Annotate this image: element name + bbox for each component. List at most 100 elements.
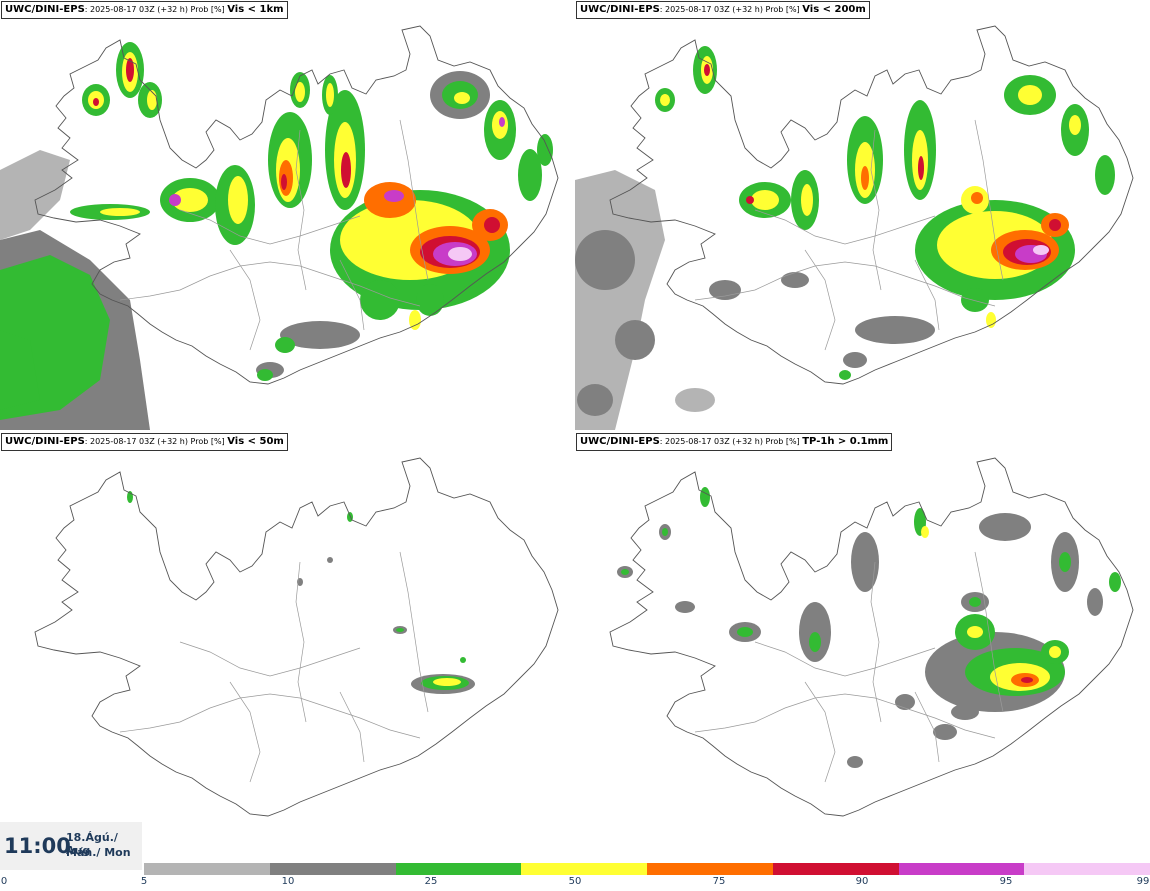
model-name: UWC/DINI-EPS [580,436,660,447]
model-name: UWC/DINI-EPS [580,4,660,15]
probability-area [1049,219,1061,231]
probability-area [843,352,867,368]
probability-area [1018,85,1042,105]
map-panel-vis-1km: UWC/DINI-EPS: 2025-08-17 03Z (+32 h) Pro… [0,0,575,430]
road-line [694,261,996,307]
road-line [295,561,307,723]
valid-date: 18.Ágú./ Aug [66,831,118,857]
probability-area [933,724,957,740]
probability-area [454,92,470,104]
map-panel-vis-50m: UWC/DINI-EPS: 2025-08-17 03Z (+32 h) Pro… [0,432,575,862]
probability-area [1049,646,1061,658]
variable-name: Vis < 50m [227,436,284,447]
colorbar-tick-label: 95 [999,876,1013,887]
probability-area [326,83,334,107]
road-line [754,209,936,245]
probability-area [172,188,208,212]
run-info: : 2025-08-17 03Z (+32 h) Prob [%] [659,5,803,14]
road-line [754,641,936,677]
probability-area [1087,588,1103,616]
probability-area [518,149,542,201]
probability-area [448,247,472,261]
probability-area [751,190,779,210]
valid-time: 11:00 [4,834,71,858]
road-line [119,693,421,739]
probability-area [662,528,668,536]
iceland-coastline [609,457,1134,817]
colorbar-tick-label: 0 [0,876,8,887]
probability-area [0,150,70,240]
probability-area [1059,552,1071,572]
road-line [974,551,1004,713]
valid-time-box: 11:00 18.Ágú./ Aug Mán./ Mon [0,822,142,870]
probability-area [257,369,273,381]
probability-area [951,704,979,720]
probability-area [1021,677,1033,683]
road-line [914,259,940,331]
probability-area [0,330,40,410]
iceland-map [34,457,559,817]
probability-area [409,310,421,330]
road-line [694,693,996,739]
iceland-coastline [34,457,559,817]
road-line [804,249,836,351]
map-panel-vis-200m: UWC/DINI-EPS: 2025-08-17 03Z (+32 h) Pro… [575,0,1150,430]
probability-area [921,526,929,538]
probability-area [700,487,710,507]
probability-area [675,601,695,613]
colorbar-segment [269,863,396,875]
probability-area [169,194,181,206]
run-info: : 2025-08-17 03Z (+32 h) Prob [%] [84,5,228,14]
probability-area [341,152,351,188]
colorbar-tick-label: 75 [712,876,726,887]
panel-title: UWC/DINI-EPS: 2025-08-17 03Z (+32 h) Pro… [576,1,870,19]
probability-area [855,316,935,344]
probability-area [895,694,915,710]
road-line [804,681,836,783]
probability-area [847,756,863,768]
probability-area [577,384,613,416]
colorbar-tick-label: 25 [424,876,438,887]
probability-area [621,569,629,575]
colorbar-segment [521,863,648,875]
probability-area [1069,115,1081,135]
probability-area [839,370,851,380]
probability-area [918,156,924,180]
road-line [399,119,429,281]
probability-area [746,196,754,204]
road-line [179,209,361,245]
road-line [914,691,940,763]
probability-area [969,597,981,607]
probability-area [1095,155,1115,195]
variable-name: Vis < 1km [227,4,284,15]
colorbar-segment [898,863,1025,875]
colorbar-tick-label: 50 [568,876,582,887]
probability-area [986,312,996,328]
colorbar-segment [144,863,271,875]
colorbar-segment [395,863,522,875]
colorbar-segment [647,863,774,875]
colorbar-segment [1024,863,1150,875]
road-line [229,249,261,351]
colorbar-tick-label: 99 [1136,876,1150,887]
colorbar-tick-label: 10 [281,876,295,887]
probability-area [295,82,305,102]
run-info: : 2025-08-17 03Z (+32 h) Prob [%] [659,437,803,446]
probability-area [228,176,248,224]
probability-area [979,513,1031,541]
panel-title: UWC/DINI-EPS: 2025-08-17 03Z (+32 h) Pro… [576,433,893,451]
probability-area [147,90,157,110]
road-line [179,641,361,677]
probability-colorbar [144,863,1150,875]
colorbar-segment [772,863,899,875]
road-line [399,551,429,713]
probability-area [416,284,444,316]
probability-area [737,627,753,637]
probability-area [809,632,821,652]
road-line [229,681,261,783]
probability-area [281,174,287,190]
map-panel-precip: UWC/DINI-EPS: 2025-08-17 03Z (+32 h) Pro… [575,432,1150,862]
panel-title: UWC/DINI-EPS: 2025-08-17 03Z (+32 h) Pro… [1,433,288,451]
probability-area [396,628,404,632]
road-line [339,259,365,331]
